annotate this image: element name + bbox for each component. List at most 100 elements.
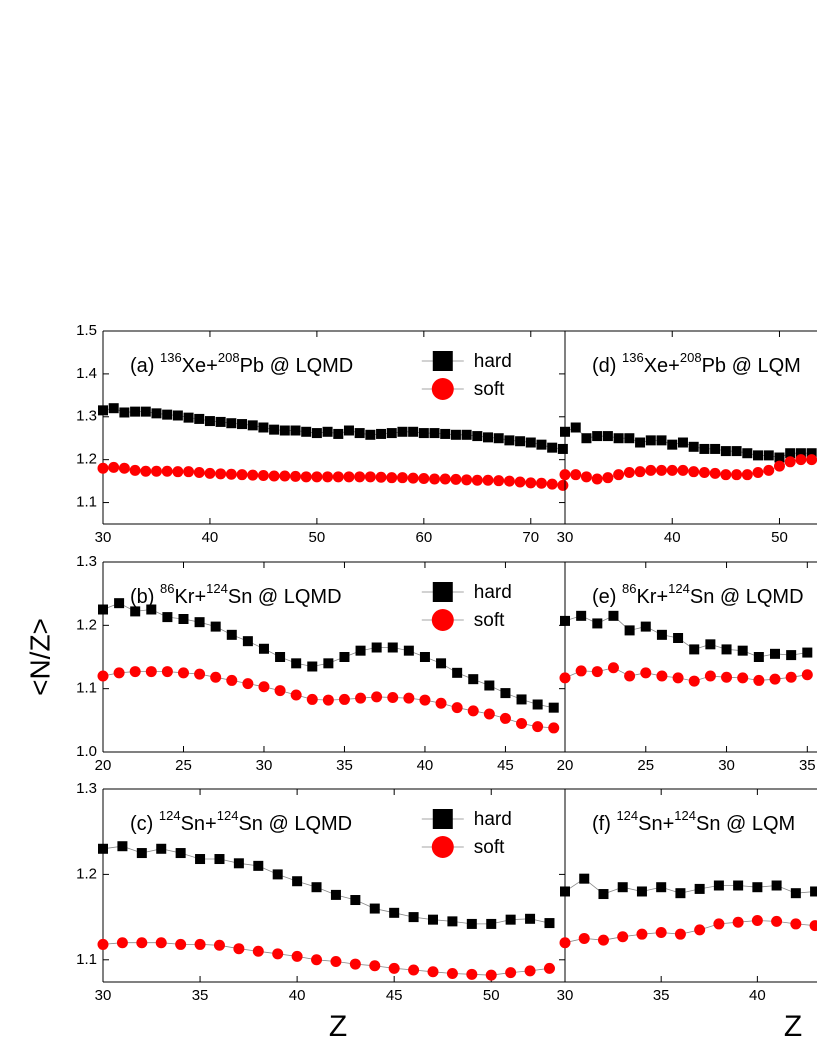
marker [535,477,547,489]
marker [140,406,151,417]
title-text: Pb @ LQMD [240,355,354,377]
marker [461,429,472,440]
marker [452,667,463,678]
marker [322,694,334,706]
marker [710,443,721,454]
marker [323,658,334,669]
marker [435,697,447,709]
marker [290,689,302,701]
marker [493,475,505,487]
marker [640,621,651,632]
marker [291,950,303,962]
marker [624,625,635,636]
marker [763,450,774,461]
title-superscript: 124 [616,808,638,823]
panel: 30 35 40(f) 124Sn+124Sn @ LQM [557,788,817,1004]
marker [194,617,205,628]
marker [236,469,248,481]
marker [753,450,764,461]
marker [258,643,269,654]
marker [570,469,582,481]
marker [156,843,167,854]
marker [97,462,109,474]
marker [733,880,744,891]
marker [694,883,705,894]
marker [439,473,451,485]
marker [252,945,264,957]
marker [688,466,700,478]
marker [591,473,603,485]
marker [461,474,473,486]
marker [210,621,221,632]
marker [720,446,731,457]
marker [753,674,765,686]
marker [242,636,253,647]
marker [330,889,341,900]
marker [419,694,431,706]
marker [162,612,173,623]
marker [579,873,590,884]
marker [279,425,290,436]
marker [301,426,312,437]
marker [177,667,189,679]
marker [225,468,237,480]
x-tick-label: 50 [483,987,500,1004]
marker [145,666,157,678]
marker [795,448,806,459]
marker [592,431,603,442]
title-text: (a) [130,355,160,377]
marker [645,435,656,446]
marker [570,422,581,433]
marker [403,692,415,704]
marker [598,889,609,900]
marker [634,466,646,478]
marker [709,467,721,479]
marker [546,478,558,490]
marker [613,469,625,481]
panel-title: (a) 136Xe+208Pb @ LQMD [130,350,353,377]
title-text: (e) [592,586,622,608]
marker [371,691,383,703]
marker [349,958,361,970]
panel: 30 40 50 60 70 1.1 1.2 1.3 1.4 1.5 (a) 136Xe+208Pb… [76,322,569,546]
marker [636,886,647,897]
marker [272,869,283,880]
marker [387,642,398,653]
y-tick-label: 1.2 [76,616,97,633]
marker [343,471,355,483]
marker [332,471,344,483]
marker [486,918,497,929]
marker [636,928,648,940]
marker [694,924,706,936]
marker [515,436,526,447]
marker [656,882,667,893]
marker [666,464,678,476]
marker [375,471,387,483]
marker [247,469,259,481]
marker [675,888,686,899]
marker [237,419,248,430]
x-tick-label: 45 [386,987,403,1004]
marker [673,633,684,643]
marker [493,433,504,444]
legend-label: soft [474,379,505,400]
marker [210,671,222,683]
series-line [564,615,808,658]
marker [161,465,173,477]
marker [667,439,678,450]
legend-marker [432,809,453,829]
marker [155,937,167,949]
marker [640,667,652,679]
marker [119,407,130,418]
marker [450,473,462,485]
marker [592,618,603,629]
x-tick-label: 35 [336,757,353,774]
y-tick-label: 1.4 [76,365,97,382]
marker [408,426,419,437]
marker [525,913,536,924]
marker [752,882,763,893]
marker [810,886,817,897]
marker [713,880,724,891]
marker [429,428,440,439]
marker [786,650,797,661]
